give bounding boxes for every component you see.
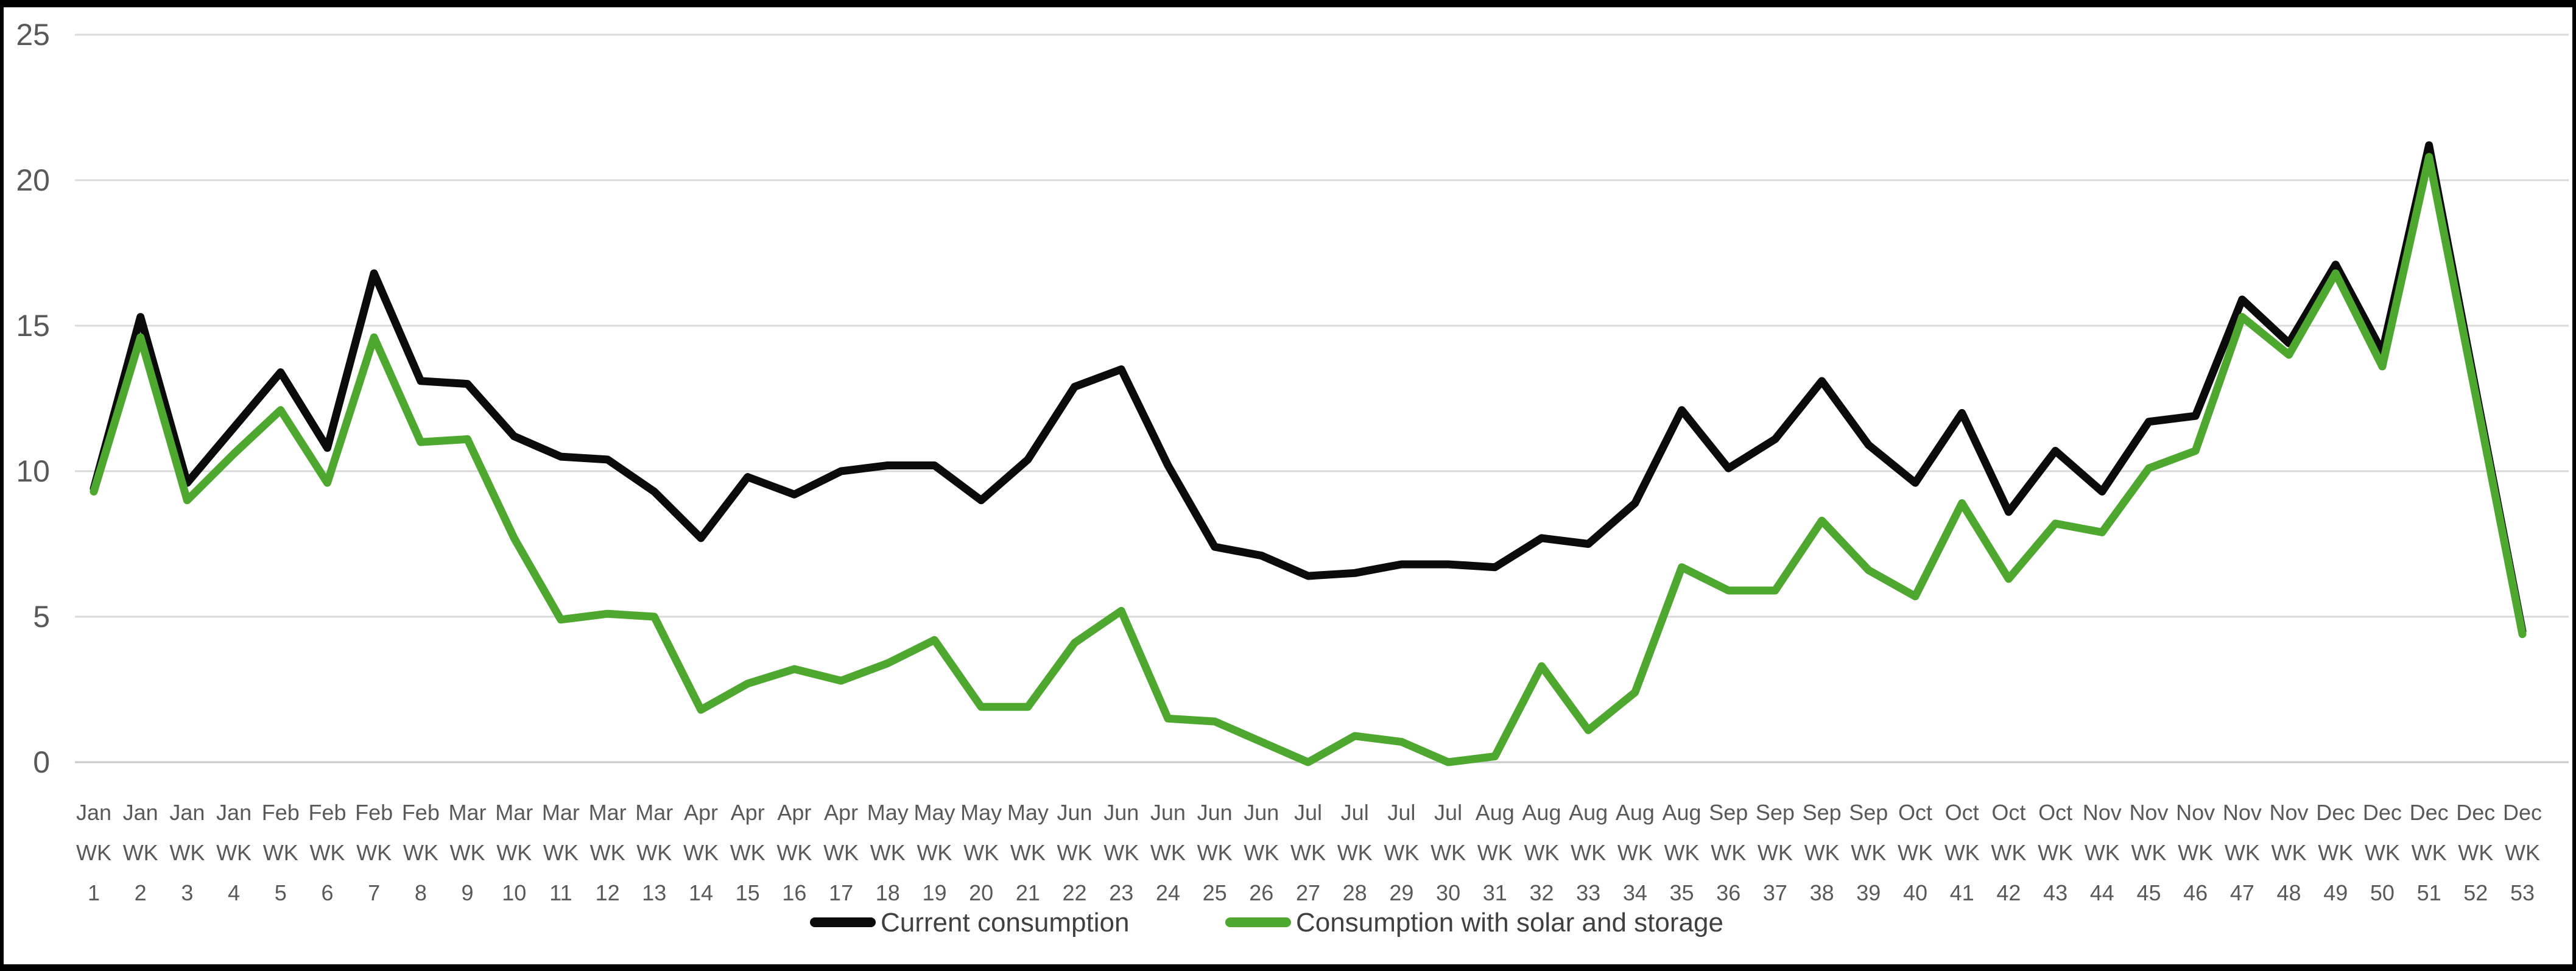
x-tick-label-wk-12: Mar WK 12: [589, 800, 627, 905]
x-tick-label-wk-16: Apr WK 16: [776, 800, 812, 905]
screenshot-border-left: [0, 0, 4, 971]
x-tick-label-wk-22: Jun WK 22: [1057, 800, 1093, 905]
screenshot-border-top: [0, 0, 2576, 7]
x-tick-label-wk-7: Feb WK 7: [355, 800, 393, 905]
x-tick-label-wk-11: Mar WK 11: [542, 800, 580, 905]
x-tick-label-wk-23: Jun WK 23: [1103, 800, 1139, 905]
x-tick-label-wk-48: Nov WK 48: [2270, 800, 2309, 905]
y-tick-label: 20: [16, 163, 50, 197]
x-tick-label-wk-18: May WK 18: [867, 800, 909, 905]
x-tick-label-wk-39: Sep WK 39: [1849, 800, 1888, 905]
x-tick-label-wk-37: Sep WK 37: [1756, 800, 1795, 905]
screenshot-border-right: [2572, 0, 2576, 971]
x-tick-label-wk-3: Jan WK 3: [169, 800, 205, 905]
x-tick-label-wk-51: Dec WK 51: [2410, 800, 2449, 905]
x-tick-label-wk-8: Feb WK 8: [402, 800, 440, 905]
x-tick-label-wk-10: Mar WK 10: [495, 800, 533, 905]
x-tick-label-wk-42: Oct WK 42: [1991, 800, 2026, 905]
legend-item-current[interactable]: Current consumption: [810, 908, 1129, 938]
x-tick-label-wk-24: Jun WK 24: [1150, 800, 1186, 905]
x-tick-label-wk-27: Jul WK 27: [1290, 800, 1326, 905]
x-tick-label-wk-53: Dec WK 53: [2503, 800, 2542, 905]
x-tick-label-wk-45: Nov WK 45: [2129, 800, 2168, 905]
x-tick-label-wk-47: Nov WK 47: [2223, 800, 2262, 905]
x-tick-label-wk-44: Nov WK 44: [2083, 800, 2122, 905]
y-tick-label: 5: [33, 600, 50, 634]
x-tick-label-wk-17: Apr WK 17: [823, 800, 859, 905]
series-lines: [90, 141, 2527, 766]
gridlines: [75, 33, 2569, 763]
y-tick-label: 25: [16, 18, 50, 52]
x-tick-label-wk-13: Mar WK 13: [635, 800, 673, 905]
x-tick-label-wk-14: Apr WK 14: [683, 800, 719, 905]
x-tick-label-wk-29: Jul WK 29: [1384, 800, 1419, 905]
x-tick-label-wk-43: Oct WK 43: [2038, 800, 2073, 905]
x-tick-label-wk-38: Sep WK 38: [1803, 800, 1842, 905]
x-tick-label-wk-30: Jul WK 30: [1431, 800, 1466, 905]
x-tick-label-wk-15: Apr WK 15: [730, 800, 765, 905]
series-line-solar-storage: [90, 153, 2527, 766]
y-axis-labels: 0 5 10 15 20 25: [16, 18, 50, 779]
x-tick-label-wk-26: Jun WK 26: [1244, 800, 1279, 905]
x-tick-label-wk-33: Aug WK 33: [1569, 800, 1608, 905]
x-tick-label-wk-20: May WK 20: [960, 800, 1002, 905]
legend-label: Consumption with solar and storage: [1296, 908, 1723, 938]
x-tick-label-wk-5: Feb WK 5: [262, 800, 300, 905]
x-tick-label-wk-36: Sep WK 36: [1709, 800, 1748, 905]
x-tick-label-wk-6: Feb WK 6: [308, 800, 346, 905]
x-tick-label-wk-31: Aug WK 31: [1476, 800, 1515, 905]
y-tick-label: 0: [33, 745, 50, 779]
x-tick-label-wk-2: Jan WK 2: [123, 800, 158, 905]
x-tick-label-wk-32: Aug WK 32: [1522, 800, 1561, 905]
x-tick-label-wk-4: Jan WK 4: [216, 800, 252, 905]
x-tick-label-wk-21: May WK 21: [1007, 800, 1049, 905]
chart-legend: Current consumption Consumption with sola…: [810, 908, 1723, 938]
x-tick-label-wk-52: Dec WK 52: [2456, 800, 2495, 905]
legend-item-solar-storage[interactable]: Consumption with solar and storage: [1225, 908, 1723, 938]
x-tick-label-wk-41: Oct WK 41: [1944, 800, 1980, 905]
x-tick-label-wk-40: Oct WK 40: [1898, 800, 1933, 905]
x-tick-label-wk-28: Jul WK 28: [1337, 800, 1373, 905]
x-tick-label-wk-35: Aug WK 35: [1663, 800, 1701, 905]
x-tick-label-wk-49: Dec WK 49: [2316, 800, 2355, 905]
x-tick-label-wk-19: May WK 19: [913, 800, 955, 905]
x-tick-label-wk-50: Dec WK 50: [2363, 800, 2402, 905]
x-tick-label-wk-34: Aug WK 34: [1616, 800, 1655, 905]
x-tick-label-wk-1: Jan WK 1: [76, 800, 111, 905]
y-tick-label: 15: [16, 309, 50, 343]
x-tick-label-wk-25: Jun WK 25: [1197, 800, 1233, 905]
series-line-current: [90, 141, 2527, 636]
screenshot-border-bottom: [0, 964, 2576, 971]
y-tick-label: 10: [16, 454, 50, 488]
x-tick-label-wk-9: Mar WK 9: [449, 800, 487, 905]
legend-label: Current consumption: [881, 908, 1129, 938]
x-tick-label-wk-46: Nov WK 46: [2176, 800, 2215, 905]
